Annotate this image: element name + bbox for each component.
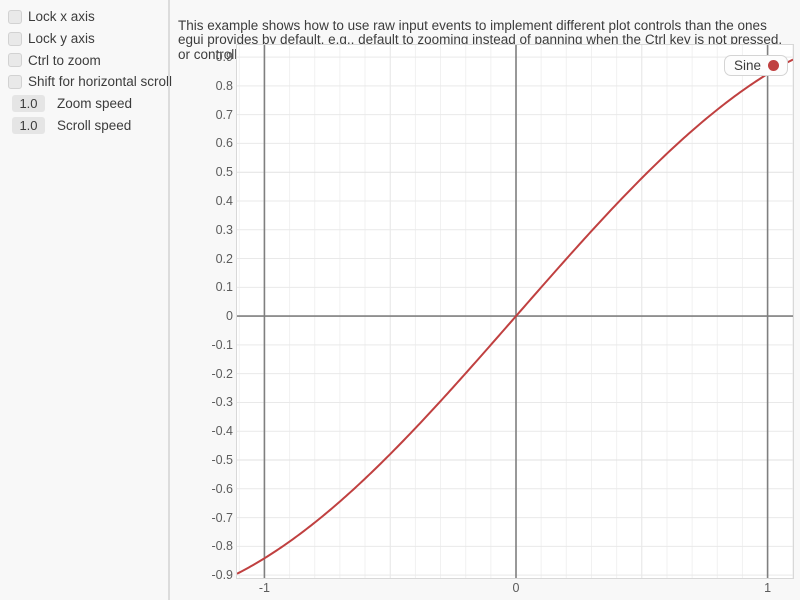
checkbox-shift-for-horizontal-scroll[interactable] bbox=[8, 74, 22, 89]
y-axis-tick-label: -0.4 bbox=[211, 424, 233, 439]
y-axis-tick-label: 0.1 bbox=[215, 280, 233, 295]
checkbox-label[interactable]: Ctrl to zoom bbox=[28, 52, 101, 68]
dragvalue-row-zoom-speed: 1.0 Zoom speed bbox=[0, 93, 168, 115]
x-axis-tick-label: -1 bbox=[258, 581, 270, 595]
y-axis-tick-label: -0.5 bbox=[211, 453, 233, 467]
y-axis-tick-label: 0.5 bbox=[215, 165, 233, 180]
dragvalue-label: Scroll speed bbox=[57, 117, 132, 133]
checkbox-row-shift-for-horizontal-scroll: Shift for horizontal scroll bbox=[0, 71, 172, 93]
y-axis-tick-label: -0.8 bbox=[211, 539, 233, 554]
y-axis-tick-label: 0.6 bbox=[215, 136, 233, 151]
checkbox-lock-y-axis[interactable] bbox=[8, 31, 22, 46]
scroll-speed-value[interactable]: 1.0 bbox=[12, 116, 45, 134]
y-axis-tick-label: 0.7 bbox=[215, 107, 233, 122]
plot-canvas bbox=[237, 45, 793, 578]
y-axis-tick-label: 0.3 bbox=[215, 222, 233, 237]
y-axis-tick-label: -0.1 bbox=[211, 337, 233, 352]
checkbox-row-lock-y-axis: Lock y axis bbox=[0, 28, 168, 50]
y-axis-tick-label: 0.2 bbox=[215, 251, 233, 266]
checkbox-label[interactable]: Lock x axis bbox=[28, 9, 95, 25]
checkbox-ctrl-to-zoom[interactable] bbox=[8, 53, 22, 68]
y-axis-tick-label: -0.7 bbox=[211, 510, 233, 525]
legend-series-label: Sine bbox=[733, 58, 761, 73]
panel-resize-separator[interactable] bbox=[168, 0, 170, 600]
sine-curve bbox=[237, 58, 793, 575]
plot-area[interactable]: Sine bbox=[236, 44, 794, 579]
y-axis-tick-label: 0.4 bbox=[215, 193, 233, 208]
y-axis-tick-label: -0.3 bbox=[211, 395, 233, 410]
y-axis-tick-label: 0.8 bbox=[215, 78, 233, 93]
x-axis-tick-label: 0 bbox=[512, 581, 520, 595]
legend-series-marker-icon bbox=[768, 60, 779, 71]
dragvalue-label: Zoom speed bbox=[57, 96, 133, 112]
y-axis-tick-label: -0.9 bbox=[211, 568, 233, 583]
checkbox-lock-x-axis[interactable] bbox=[8, 9, 22, 24]
controls-sidebar: Lock x axis Lock y axis Ctrl to zoom Shift … bbox=[0, 0, 172, 600]
y-axis-tick-label: 0.9 bbox=[215, 50, 233, 65]
dragvalue-row-scroll-speed: 1.0 Scroll speed bbox=[0, 114, 168, 136]
y-axis-tick-label: -0.6 bbox=[211, 481, 233, 496]
y-axis-tick-label: -0.2 bbox=[211, 366, 233, 381]
checkbox-label[interactable]: Shift for horizontal scroll bbox=[28, 74, 173, 90]
checkbox-row-lock-x-axis: Lock x axis bbox=[0, 6, 168, 28]
checkbox-label[interactable]: Lock y axis bbox=[28, 31, 95, 47]
zoom-speed-value[interactable]: 1.0 bbox=[12, 95, 45, 113]
plot-legend[interactable]: Sine bbox=[723, 55, 788, 76]
checkbox-row-ctrl-to-zoom: Ctrl to zoom bbox=[0, 49, 168, 71]
y-axis-tick-label: 0 bbox=[226, 309, 233, 324]
x-axis-tick-label: 1 bbox=[764, 581, 772, 595]
